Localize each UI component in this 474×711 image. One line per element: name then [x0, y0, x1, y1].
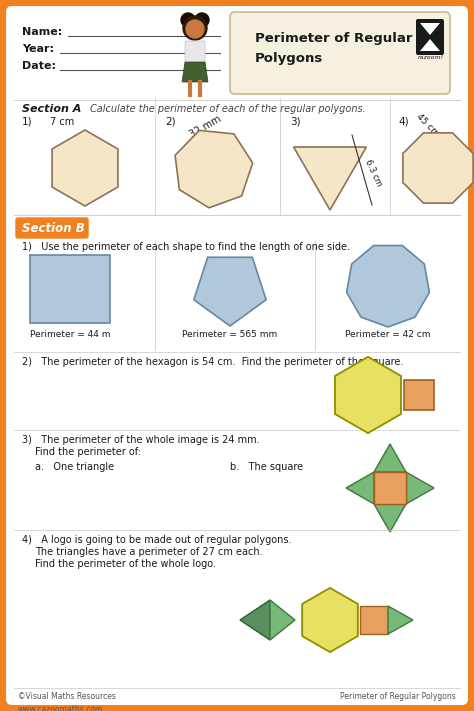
Polygon shape	[346, 472, 374, 504]
Text: Perimeter = 565 mm: Perimeter = 565 mm	[182, 330, 278, 339]
Polygon shape	[335, 357, 401, 433]
Text: ©Visual Maths Resources
www.cazoomaths.com: ©Visual Maths Resources www.cazoomaths.c…	[18, 692, 116, 711]
Text: Perimeter of Regular Polygons: Perimeter of Regular Polygons	[340, 692, 456, 701]
Polygon shape	[420, 39, 440, 51]
Text: Year:: Year:	[22, 44, 54, 54]
Polygon shape	[420, 23, 440, 35]
FancyBboxPatch shape	[185, 41, 205, 63]
Polygon shape	[335, 357, 401, 433]
Circle shape	[195, 13, 209, 27]
Text: Name:: Name:	[22, 27, 62, 37]
Text: 45 cm: 45 cm	[415, 112, 441, 138]
FancyBboxPatch shape	[16, 218, 88, 238]
FancyBboxPatch shape	[230, 12, 450, 94]
Polygon shape	[403, 133, 473, 203]
Polygon shape	[346, 245, 429, 327]
Text: 3): 3)	[290, 117, 301, 127]
Text: Section A: Section A	[22, 104, 82, 114]
Text: 4)   A logo is going to be made out of regular polygons.: 4) A logo is going to be made out of reg…	[22, 535, 292, 545]
Polygon shape	[374, 444, 406, 472]
Text: 1): 1)	[22, 117, 33, 127]
Polygon shape	[194, 257, 266, 326]
Polygon shape	[374, 504, 406, 532]
Text: Section B: Section B	[22, 222, 85, 235]
Text: Perimeter of Regular: Perimeter of Regular	[255, 32, 412, 45]
Bar	[360, 606, 388, 634]
Text: Date:: Date:	[22, 61, 56, 71]
Polygon shape	[175, 130, 253, 208]
Polygon shape	[293, 147, 366, 210]
Polygon shape	[302, 588, 358, 652]
Polygon shape	[270, 600, 295, 640]
Polygon shape	[406, 472, 434, 504]
Text: Find the perimeter of the whole logo.: Find the perimeter of the whole logo.	[35, 559, 216, 569]
Bar	[374, 472, 406, 504]
Text: 32 mm: 32 mm	[188, 114, 223, 140]
FancyBboxPatch shape	[6, 6, 468, 705]
Polygon shape	[182, 62, 208, 82]
Text: razoom!: razoom!	[418, 55, 444, 60]
FancyBboxPatch shape	[416, 19, 444, 55]
Text: 3)   The perimeter of the whole image is 24 mm.: 3) The perimeter of the whole image is 2…	[22, 435, 260, 445]
Text: 1)   Use the perimeter of each shape to find the length of one side.: 1) Use the perimeter of each shape to fi…	[22, 242, 350, 252]
Bar	[404, 380, 434, 410]
Text: Perimeter = 42 cm: Perimeter = 42 cm	[345, 330, 431, 339]
Text: Find the perimeter of:: Find the perimeter of:	[35, 447, 141, 457]
Text: Perimeter = 44 m: Perimeter = 44 m	[30, 330, 110, 339]
Polygon shape	[52, 130, 118, 206]
Text: 4): 4)	[398, 117, 409, 127]
Circle shape	[183, 16, 207, 40]
Text: 2): 2)	[165, 117, 176, 127]
Polygon shape	[388, 606, 413, 634]
Text: 7 cm: 7 cm	[50, 117, 74, 127]
Polygon shape	[240, 600, 270, 640]
Polygon shape	[302, 588, 358, 652]
Circle shape	[181, 13, 195, 27]
Text: 6.3 cm: 6.3 cm	[363, 158, 383, 188]
Text: 2)   The perimeter of the hexagon is 54 cm.  Find the perimeter of the square.: 2) The perimeter of the hexagon is 54 cm…	[22, 357, 403, 367]
Text: Polygons: Polygons	[255, 52, 323, 65]
Text: Calculate the perimeter of each of the regular polygons.: Calculate the perimeter of each of the r…	[90, 104, 366, 114]
Circle shape	[186, 20, 204, 38]
Bar	[30, 255, 110, 323]
Text: The triangles have a perimeter of 27 cm each.: The triangles have a perimeter of 27 cm …	[35, 547, 263, 557]
Text: b.   The square: b. The square	[230, 462, 303, 472]
Bar	[374, 472, 406, 504]
Text: a.   One triangle: a. One triangle	[35, 462, 114, 472]
